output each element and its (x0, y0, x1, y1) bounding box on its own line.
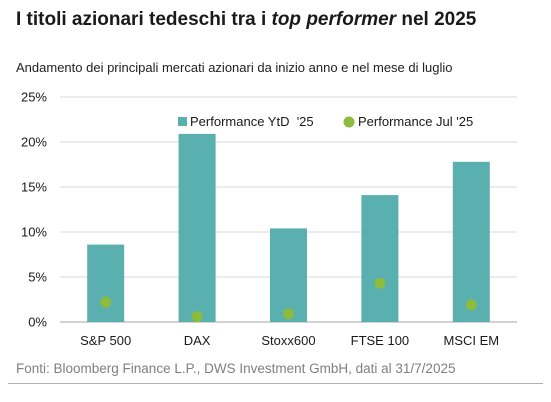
x-axis-ticks: S&P 500 DAX Stoxx600 FTSE 100 MSCI EM (80, 333, 499, 348)
x-tick-label: MSCI EM (443, 333, 499, 348)
x-tick-label: S&P 500 (80, 333, 131, 348)
x-tick-label: DAX (184, 333, 211, 348)
title-part: I titoli azionari tedeschi tra i (16, 9, 272, 30)
title-emphasis: top performer (271, 9, 397, 30)
y-tick-label: 20% (21, 135, 47, 150)
legend-swatch-dot (343, 116, 355, 128)
gridlines (60, 96, 517, 323)
legend-swatch-bar (178, 117, 187, 126)
x-tick-label: Stoxx600 (261, 333, 315, 348)
july-marker (283, 308, 294, 320)
bar (270, 228, 307, 322)
source-note: Fonti: Bloomberg Finance L.P., DWS Inves… (16, 361, 456, 376)
y-axis-ticks: 0% 5% 10% 15% 20% 25% (21, 90, 47, 330)
footer-divider (8, 383, 543, 384)
july-marker (465, 299, 477, 311)
bar (361, 195, 399, 322)
y-tick-label: 25% (21, 90, 47, 105)
y-tick-label: 0% (28, 315, 47, 330)
y-tick-label: 5% (28, 270, 47, 285)
july-marker (100, 296, 112, 308)
y-tick-label: 10% (21, 225, 47, 240)
legend: Performance YtD '25 Performance Jul '25 (178, 114, 473, 129)
legend-label: Performance Jul '25 (358, 114, 473, 129)
title-part: nel 2025 (396, 9, 477, 30)
y-tick-label: 15% (21, 180, 47, 195)
bar (452, 161, 490, 322)
x-tick-label: FTSE 100 (351, 333, 410, 348)
july-markers (100, 277, 477, 323)
chart-subtitle: Andamento dei principali mercati azionar… (16, 60, 453, 75)
bar-chart: 0% 5% 10% 15% 20% 25% S&P 500 DAX Stoxx600 FTSE … (21, 90, 517, 348)
july-marker (374, 277, 386, 289)
legend-label: Performance YtD '25 (190, 114, 314, 129)
chart-title: I titoli azionari tedeschi tra i top per… (16, 9, 476, 31)
bar (87, 244, 125, 322)
bar (178, 133, 216, 322)
bars (87, 133, 490, 322)
july-marker (191, 311, 203, 323)
